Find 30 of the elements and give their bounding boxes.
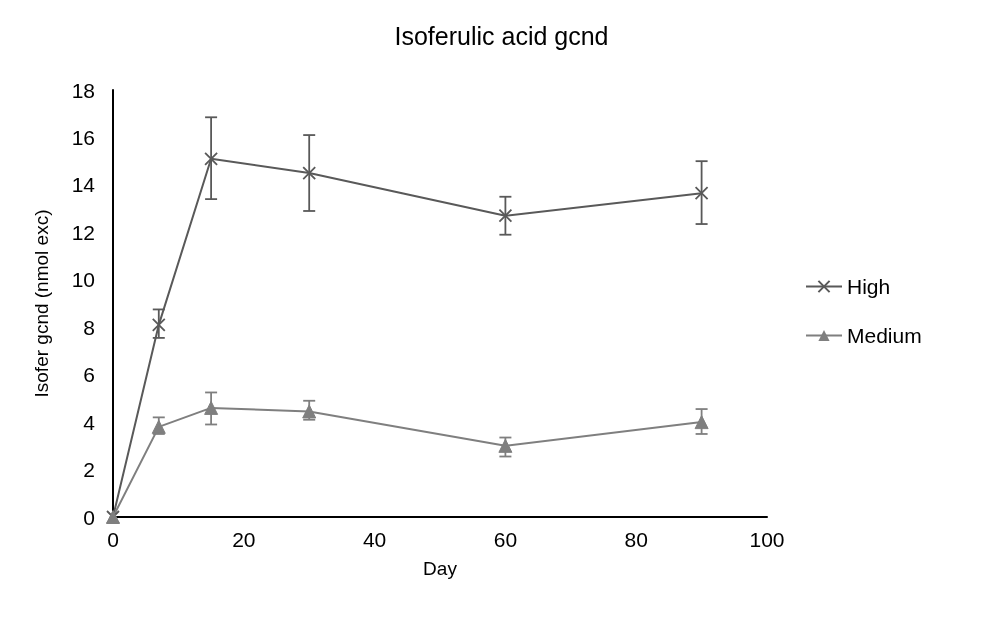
point — [694, 186, 709, 201]
y-tick-label: 16 — [71, 125, 95, 149]
x-tick-label: 20 — [232, 528, 256, 551]
point — [302, 404, 317, 419]
y-tick-label: 8 — [83, 315, 95, 339]
point — [204, 400, 219, 415]
y-tick-label: 14 — [71, 173, 96, 197]
point — [151, 317, 166, 332]
y-tick-label: 2 — [83, 458, 95, 482]
x-tick-label: 0 — [107, 528, 119, 551]
y-tick-label: 10 — [71, 268, 95, 292]
x-axis-title: Day — [423, 558, 458, 579]
chart-title: Isoferulic acid gcnd — [394, 21, 609, 50]
point — [498, 208, 513, 223]
point — [694, 415, 709, 430]
x-tick-label: 60 — [493, 528, 518, 551]
y-tick-label: 0 — [83, 505, 95, 529]
point — [204, 151, 218, 166]
y-axis-title: Isofer gcnd (nmol exc) — [31, 209, 52, 398]
legend-label: High — [847, 275, 891, 298]
y-tick-label: 4 — [83, 410, 96, 434]
y-tick-label: 12 — [71, 220, 95, 244]
x-tick-label: 80 — [624, 528, 648, 551]
point — [498, 438, 513, 453]
legend-label: Medium — [847, 324, 922, 347]
x-tick-label: 40 — [362, 528, 387, 551]
y-tick-label: 6 — [83, 363, 95, 387]
point — [302, 166, 317, 180]
y-tick-label: 18 — [71, 78, 95, 102]
x-tick-label: 100 — [749, 528, 785, 551]
